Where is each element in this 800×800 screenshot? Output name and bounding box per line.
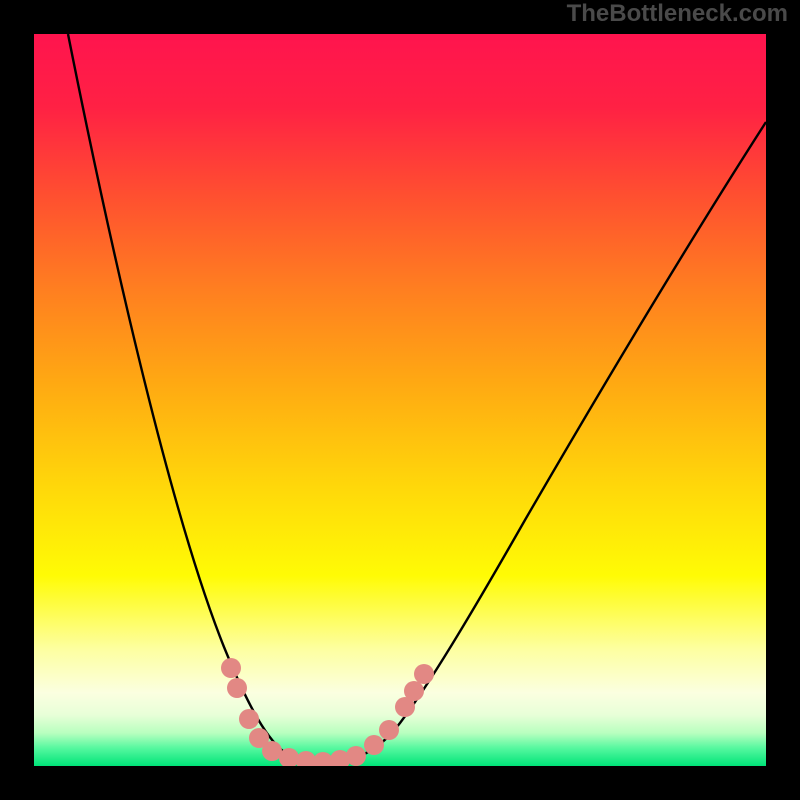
data-marker <box>379 720 399 740</box>
data-markers <box>221 658 434 772</box>
chart-svg <box>0 0 800 800</box>
gradient-rect <box>34 34 766 766</box>
plot-frame <box>17 17 783 783</box>
watermark-text: TheBottleneck.com <box>567 0 788 28</box>
data-marker <box>364 735 384 755</box>
bottleneck-curve <box>68 34 766 761</box>
data-marker <box>404 681 424 701</box>
data-marker <box>249 728 269 748</box>
data-marker <box>221 658 241 678</box>
data-marker <box>239 709 259 729</box>
data-marker <box>330 750 350 770</box>
chart-container: TheBottleneck.com <box>0 0 800 800</box>
data-marker <box>296 751 316 771</box>
data-marker <box>279 748 299 768</box>
data-marker <box>313 752 333 772</box>
data-marker <box>227 678 247 698</box>
data-marker <box>414 664 434 684</box>
data-marker <box>346 746 366 766</box>
data-marker <box>262 741 282 761</box>
data-marker <box>395 697 415 717</box>
